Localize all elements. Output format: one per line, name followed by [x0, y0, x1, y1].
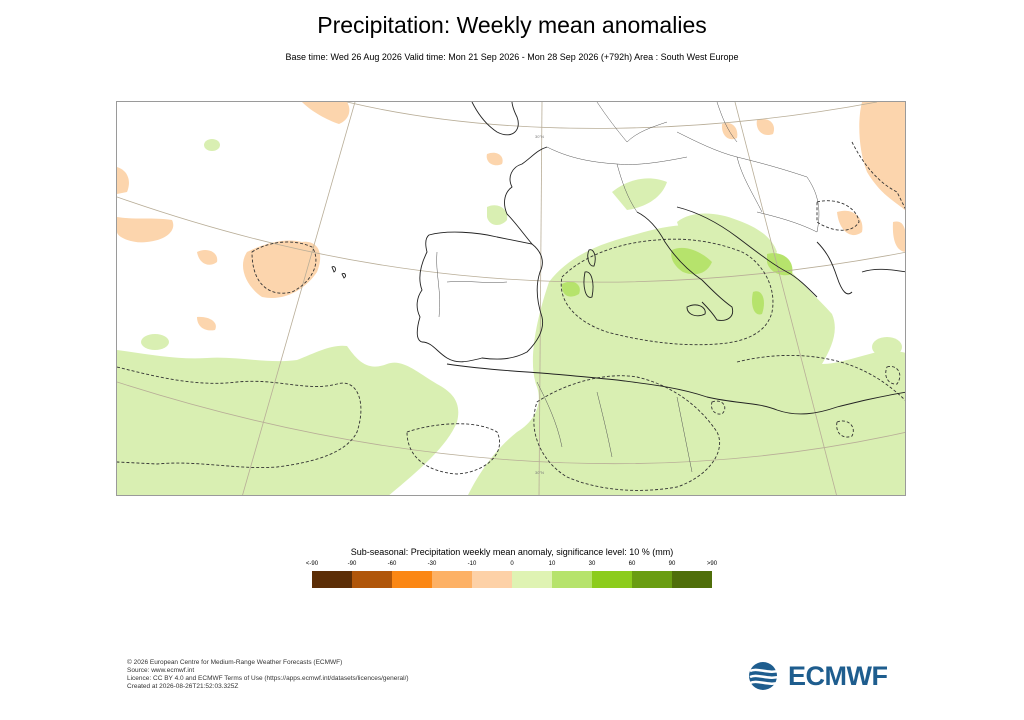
anomaly-map: 30°N 30°N [116, 101, 906, 496]
legend-tick: >90 [706, 561, 718, 567]
significance-contours [117, 141, 905, 491]
med-contour-1 [560, 238, 774, 346]
atlantic-negative-3 [117, 217, 174, 243]
logo-text: ECMWF [788, 660, 888, 691]
legend-swatch [392, 571, 432, 588]
adriatic-coast [676, 206, 818, 298]
tyrrhenian-strong [671, 247, 712, 275]
legend-tick: 10 [548, 561, 556, 567]
legend-tick: 90 [668, 561, 676, 567]
biscay-positive-blob [487, 205, 508, 226]
med-contour-2 [533, 375, 721, 491]
turkey-coast [861, 268, 905, 273]
balkan-positive [677, 213, 777, 262]
uk-coast [471, 102, 519, 136]
legend-swatch [352, 571, 392, 588]
negative-anomaly-areas [117, 102, 905, 331]
sicily-coast [686, 304, 706, 317]
canary-islands [331, 266, 346, 279]
footer-line: Licence: CC BY 4.0 and ECMWF Terms of Us… [127, 675, 409, 682]
footer-line: Created at 2026-08-26T21:52:03.325Z [127, 683, 239, 690]
legend-swatch [432, 571, 472, 588]
grid-label-south: 30°N [535, 470, 544, 475]
greece-contour [816, 200, 860, 231]
east-negative [892, 221, 905, 252]
atlantic-negative-5 [197, 316, 216, 331]
ecmwf-logo: ECMWF [748, 660, 898, 692]
atlantic-mid-blob [141, 334, 169, 350]
legend-swatch [512, 571, 552, 588]
atlantic-negative-1 [242, 240, 321, 298]
ionian-strong [752, 291, 764, 315]
meridian-east [734, 102, 837, 495]
east-europe-negative [859, 102, 905, 211]
parallel-north [117, 196, 905, 283]
parallel-upper [346, 102, 878, 129]
meridian-west [242, 102, 356, 495]
legend-tick: -30 [427, 561, 437, 567]
map-canvas: 30°N 30°N [117, 102, 905, 495]
legend-swatch [632, 571, 672, 588]
map-subtitle: Base time: Wed 26 Aug 2026 Valid time: M… [285, 52, 739, 62]
atlantic-south-positive [117, 345, 459, 495]
legend-title: Sub-seasonal: Precipitation weekly mean … [350, 547, 674, 557]
legend-swatch [672, 571, 712, 588]
strong-positive-areas [561, 247, 793, 315]
atlantic-north-blob [204, 139, 220, 151]
corsica-coast [587, 249, 596, 267]
north-africa-coast [446, 363, 905, 415]
legend-tick: 0 [510, 561, 514, 567]
positive-anomaly-areas [117, 139, 905, 495]
legend-swatch [592, 571, 632, 588]
france-positive [612, 178, 667, 210]
legend-tick: -60 [387, 561, 397, 567]
small-contour-2 [836, 420, 854, 438]
legend-tick: 60 [628, 561, 636, 567]
footer-line: © 2026 European Centre for Medium-Range … [127, 659, 343, 666]
sardinia-strong [561, 281, 580, 297]
meridian-center [538, 102, 543, 495]
atlantic-negative-2 [197, 250, 218, 265]
legend-tick: -10 [467, 561, 477, 567]
ecmwf-wave-icon [749, 662, 783, 690]
small-contour-3 [885, 366, 901, 385]
atlantic-negative-4 [117, 167, 129, 194]
footer-line: Source: www.ecmwf.int [127, 667, 195, 674]
north-africa-contour [406, 423, 500, 475]
map-title: Precipitation: Weekly mean anomalies [317, 12, 707, 38]
legend-tick: -90 [347, 561, 357, 567]
country-borders [436, 102, 820, 473]
czech-negative [756, 118, 775, 136]
legend-swatch [472, 571, 512, 588]
east-positive-blob [872, 337, 902, 357]
copyright-footer: © 2026 European Centre for Medium-Range … [127, 659, 409, 691]
north-negative-2 [486, 152, 503, 166]
parallel-south [117, 381, 905, 465]
greece-coast [816, 241, 853, 295]
legend-tick: 30 [588, 561, 596, 567]
legend-swatch [312, 571, 352, 588]
sardinia-coast [583, 271, 594, 298]
east-med-contour [736, 354, 905, 401]
greece-negative [837, 210, 863, 236]
france-coast [504, 146, 548, 245]
grid-label-north: 30°N [535, 134, 544, 139]
north-negative-1 [302, 102, 350, 124]
legend-tick: <-90 [305, 561, 319, 567]
adriatic-strong [767, 253, 793, 276]
small-contour-1 [711, 400, 726, 415]
coastlines [331, 102, 905, 415]
italy-coast [636, 211, 734, 321]
legend-ticks: <-90 -90 -60 -30 -10 0 10 30 60 90 >90 [292, 561, 732, 571]
iberia-coast [416, 231, 544, 363]
legend-swatch [552, 571, 592, 588]
legend-color-bar [312, 571, 712, 588]
